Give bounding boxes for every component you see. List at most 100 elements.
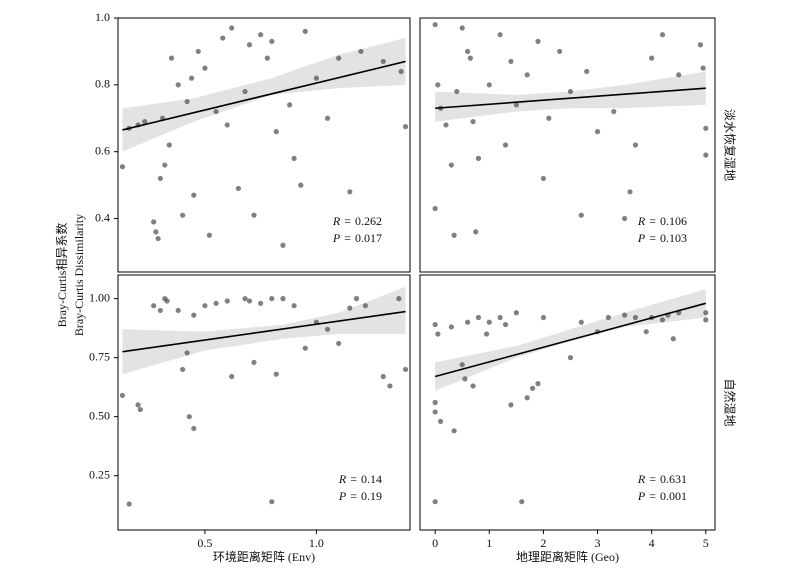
point <box>611 108 617 115</box>
x-tick-label: 1 <box>486 536 492 550</box>
confidence-band <box>122 38 406 152</box>
point <box>703 125 709 131</box>
panel-frame <box>117 274 411 531</box>
point <box>508 402 514 408</box>
point <box>497 314 503 321</box>
point <box>191 425 197 432</box>
point <box>540 175 547 182</box>
point <box>451 428 457 434</box>
point <box>175 307 181 314</box>
point <box>153 229 159 235</box>
point <box>336 55 342 61</box>
stat-separator: = <box>649 231 656 245</box>
stat-separator: = <box>344 231 351 245</box>
point <box>627 189 633 195</box>
point <box>235 185 241 192</box>
point <box>180 366 186 373</box>
x-tick-label: 4 <box>649 536 655 550</box>
point <box>432 205 438 212</box>
point <box>567 88 574 95</box>
x-tick-label: 3 <box>595 536 601 550</box>
y-tick-label: 1.00 <box>89 290 110 304</box>
y-tick-label: 0.25 <box>89 467 110 481</box>
point <box>398 68 404 75</box>
point <box>175 82 181 88</box>
point <box>142 119 148 125</box>
point <box>191 312 197 318</box>
point <box>396 296 402 302</box>
point <box>448 162 454 168</box>
point <box>246 298 253 304</box>
stat-separator: = <box>649 489 656 503</box>
x-tick-label: 5 <box>703 536 709 550</box>
point <box>162 162 168 168</box>
point <box>258 300 264 306</box>
point <box>164 298 170 304</box>
point <box>475 155 482 161</box>
point <box>513 310 519 316</box>
point <box>435 82 441 88</box>
point <box>362 303 369 309</box>
point <box>402 366 409 373</box>
point <box>622 312 628 318</box>
point <box>358 48 364 55</box>
point <box>402 124 409 130</box>
point <box>451 232 457 238</box>
stat-value: 0.106 <box>660 214 687 228</box>
x-tick-label: 1.0 <box>309 536 324 550</box>
panel-frame <box>419 17 716 273</box>
point <box>432 399 438 406</box>
point <box>157 175 163 182</box>
fit-line <box>434 302 707 378</box>
point <box>700 65 706 71</box>
y-tick-label: 1.0 <box>95 10 110 24</box>
stat-annotation: P = 0.001 <box>637 489 687 503</box>
point <box>336 340 342 347</box>
point <box>659 317 666 323</box>
point <box>486 82 492 88</box>
point <box>280 242 286 248</box>
point <box>280 296 286 302</box>
stat-separator: = <box>344 214 351 228</box>
point <box>155 235 161 242</box>
point <box>605 314 611 321</box>
panel-frame <box>419 274 716 531</box>
stat-annotation: P = 0.19 <box>338 489 382 503</box>
stat-value: 0.017 <box>355 231 382 245</box>
point <box>584 68 590 75</box>
point <box>242 296 248 302</box>
stat-annotation: P = 0.017 <box>332 231 382 245</box>
point <box>269 296 275 302</box>
stat-symbol: P <box>637 231 646 245</box>
confidence-band <box>435 71 706 122</box>
point <box>180 212 186 218</box>
point <box>513 102 519 108</box>
point <box>459 362 465 368</box>
stat-value: 0.262 <box>355 214 382 228</box>
point <box>151 219 157 225</box>
point <box>258 32 264 38</box>
x-tick-label: 2 <box>540 536 546 550</box>
stat-annotation: R = 0.106 <box>637 214 687 228</box>
point <box>273 371 279 377</box>
stat-separator: = <box>649 214 656 228</box>
stat-annotation: R = 0.262 <box>332 214 382 228</box>
point <box>135 402 141 408</box>
point <box>313 75 319 81</box>
point <box>186 414 192 420</box>
point <box>206 232 212 238</box>
stat-symbol: R <box>332 214 341 228</box>
point <box>324 326 331 332</box>
fit-line <box>435 87 706 110</box>
point <box>465 48 471 55</box>
point <box>567 355 574 361</box>
point <box>191 192 197 198</box>
fit-line <box>122 310 406 353</box>
point <box>578 319 584 325</box>
point <box>224 298 230 304</box>
point <box>347 189 353 195</box>
point <box>302 28 308 34</box>
point <box>269 499 275 505</box>
point <box>524 395 530 401</box>
